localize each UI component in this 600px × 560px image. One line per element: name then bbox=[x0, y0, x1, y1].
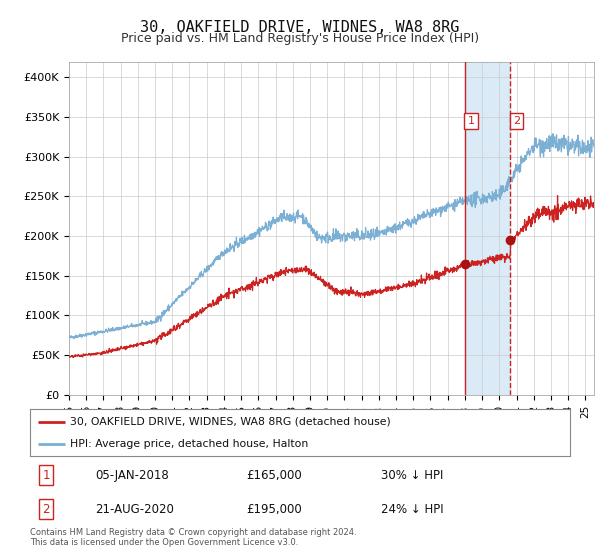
Text: 1: 1 bbox=[43, 469, 50, 482]
Text: 2: 2 bbox=[513, 116, 520, 126]
Text: 24% ↓ HPI: 24% ↓ HPI bbox=[381, 503, 443, 516]
Text: 30% ↓ HPI: 30% ↓ HPI bbox=[381, 469, 443, 482]
Text: Contains HM Land Registry data © Crown copyright and database right 2024.: Contains HM Land Registry data © Crown c… bbox=[30, 528, 356, 536]
Text: £195,000: £195,000 bbox=[246, 503, 302, 516]
Text: 2: 2 bbox=[43, 503, 50, 516]
Text: HPI: Average price, detached house, Halton: HPI: Average price, detached house, Halt… bbox=[71, 438, 309, 449]
Text: 1: 1 bbox=[467, 116, 475, 126]
Text: £165,000: £165,000 bbox=[246, 469, 302, 482]
Text: 05-JAN-2018: 05-JAN-2018 bbox=[95, 469, 169, 482]
Text: Price paid vs. HM Land Registry's House Price Index (HPI): Price paid vs. HM Land Registry's House … bbox=[121, 32, 479, 45]
Text: 21-AUG-2020: 21-AUG-2020 bbox=[95, 503, 173, 516]
Text: This data is licensed under the Open Government Licence v3.0.: This data is licensed under the Open Gov… bbox=[30, 538, 298, 547]
Text: 30, OAKFIELD DRIVE, WIDNES, WA8 8RG: 30, OAKFIELD DRIVE, WIDNES, WA8 8RG bbox=[140, 20, 460, 35]
Text: 30, OAKFIELD DRIVE, WIDNES, WA8 8RG (detached house): 30, OAKFIELD DRIVE, WIDNES, WA8 8RG (det… bbox=[71, 417, 391, 427]
Bar bbox=[465, 62, 511, 395]
